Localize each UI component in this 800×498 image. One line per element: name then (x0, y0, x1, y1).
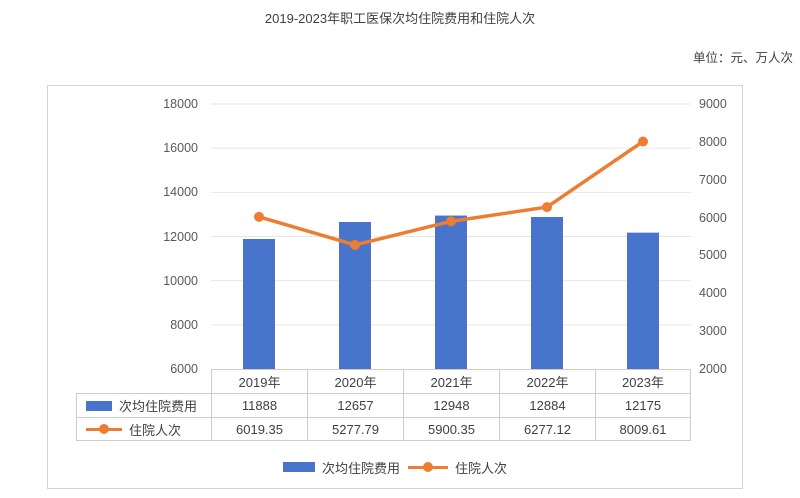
line-marker (254, 211, 264, 222)
line-marker (638, 136, 648, 147)
chart-legend: 次均住院费用 住院人次 (48, 454, 742, 480)
x-category-label: 2019年 (211, 369, 307, 393)
bar (435, 215, 467, 369)
table-value-cell: 5900.35 (403, 417, 499, 441)
left-axis-tick-label: 14000 (163, 185, 198, 200)
x-category-label: 2021年 (403, 369, 499, 393)
x-category-label: 2023年 (595, 369, 691, 393)
right-axis-tick-label: 3000 (699, 324, 727, 339)
left-y-axis: 18000 16000 14000 12000 10000 8000 6000 (48, 86, 198, 376)
bar-series-swatch-icon (86, 400, 112, 411)
chart-card: 18000 16000 14000 12000 10000 8000 6000 9000 80… (47, 85, 743, 489)
chart-title: 2019-2023年职工医保次均住院费用和住院人次 (264, 11, 536, 26)
line-marker (542, 202, 552, 213)
legend-item-line: 住院人次 (408, 458, 507, 477)
table-value-cell: 6277.12 (499, 417, 595, 441)
left-axis-tick-label: 10000 (163, 273, 198, 288)
series-name: 住院人次 (129, 422, 182, 438)
left-axis-tick-label: 18000 (163, 97, 198, 111)
table-corner-spacer (76, 369, 211, 393)
right-axis-tick-label: 8000 (699, 134, 727, 149)
right-y-axis: 9000 8000 7000 6000 5000 4000 3000 2000 (699, 86, 759, 376)
line-series-legend-label: 住院人次 (455, 460, 508, 476)
right-axis-tick-label: 9000 (699, 97, 727, 111)
right-axis-tick-label: 5000 (699, 248, 727, 263)
table-value-cell: 12175 (595, 393, 691, 417)
x-category-label: 2022年 (499, 369, 595, 393)
data-table: 2019年 2020年 2021年 2022年 2023年次均住院费用 11888 1265… (76, 369, 691, 441)
line-marker (350, 239, 360, 250)
legend-item-bar: 次均住院费用 (282, 458, 400, 477)
series-row-label: 住院人次 (76, 417, 211, 441)
bar-series-legend-label: 次均住院费用 (321, 460, 400, 476)
table-value-cell: 11888 (211, 393, 307, 417)
bar-series-swatch-icon (282, 462, 315, 472)
table-value-cell: 5277.79 (307, 417, 403, 441)
table-value-cell: 12948 (403, 393, 499, 417)
table-value-cell: 12657 (307, 393, 403, 417)
unit-label: 单位：元、万人次 (692, 51, 793, 65)
left-axis-tick-label: 16000 (163, 141, 198, 156)
bar (243, 238, 275, 369)
series-row-label: 次均住院费用 (76, 393, 211, 417)
left-axis-tick-label: 12000 (163, 229, 198, 244)
line-series-swatch-icon (408, 462, 448, 472)
table-value-cell: 6019.35 (211, 417, 307, 441)
line-series-swatch-icon (86, 424, 122, 434)
left-axis-tick-label: 6000 (170, 362, 198, 376)
bar (531, 216, 563, 369)
table-value-cell: 12884 (499, 393, 595, 417)
right-axis-tick-label: 4000 (699, 286, 727, 301)
x-category-label: 2020年 (307, 369, 403, 393)
combo-chart-plot (211, 103, 691, 369)
bar (627, 232, 659, 369)
right-axis-tick-label: 6000 (699, 210, 727, 225)
right-axis-tick-label: 7000 (699, 172, 727, 187)
left-axis-tick-label: 8000 (170, 317, 198, 332)
table-value-cell: 8009.61 (595, 417, 691, 441)
right-axis-tick-label: 2000 (699, 362, 727, 376)
series-name: 次均住院费用 (119, 399, 198, 414)
line-marker (446, 216, 456, 227)
